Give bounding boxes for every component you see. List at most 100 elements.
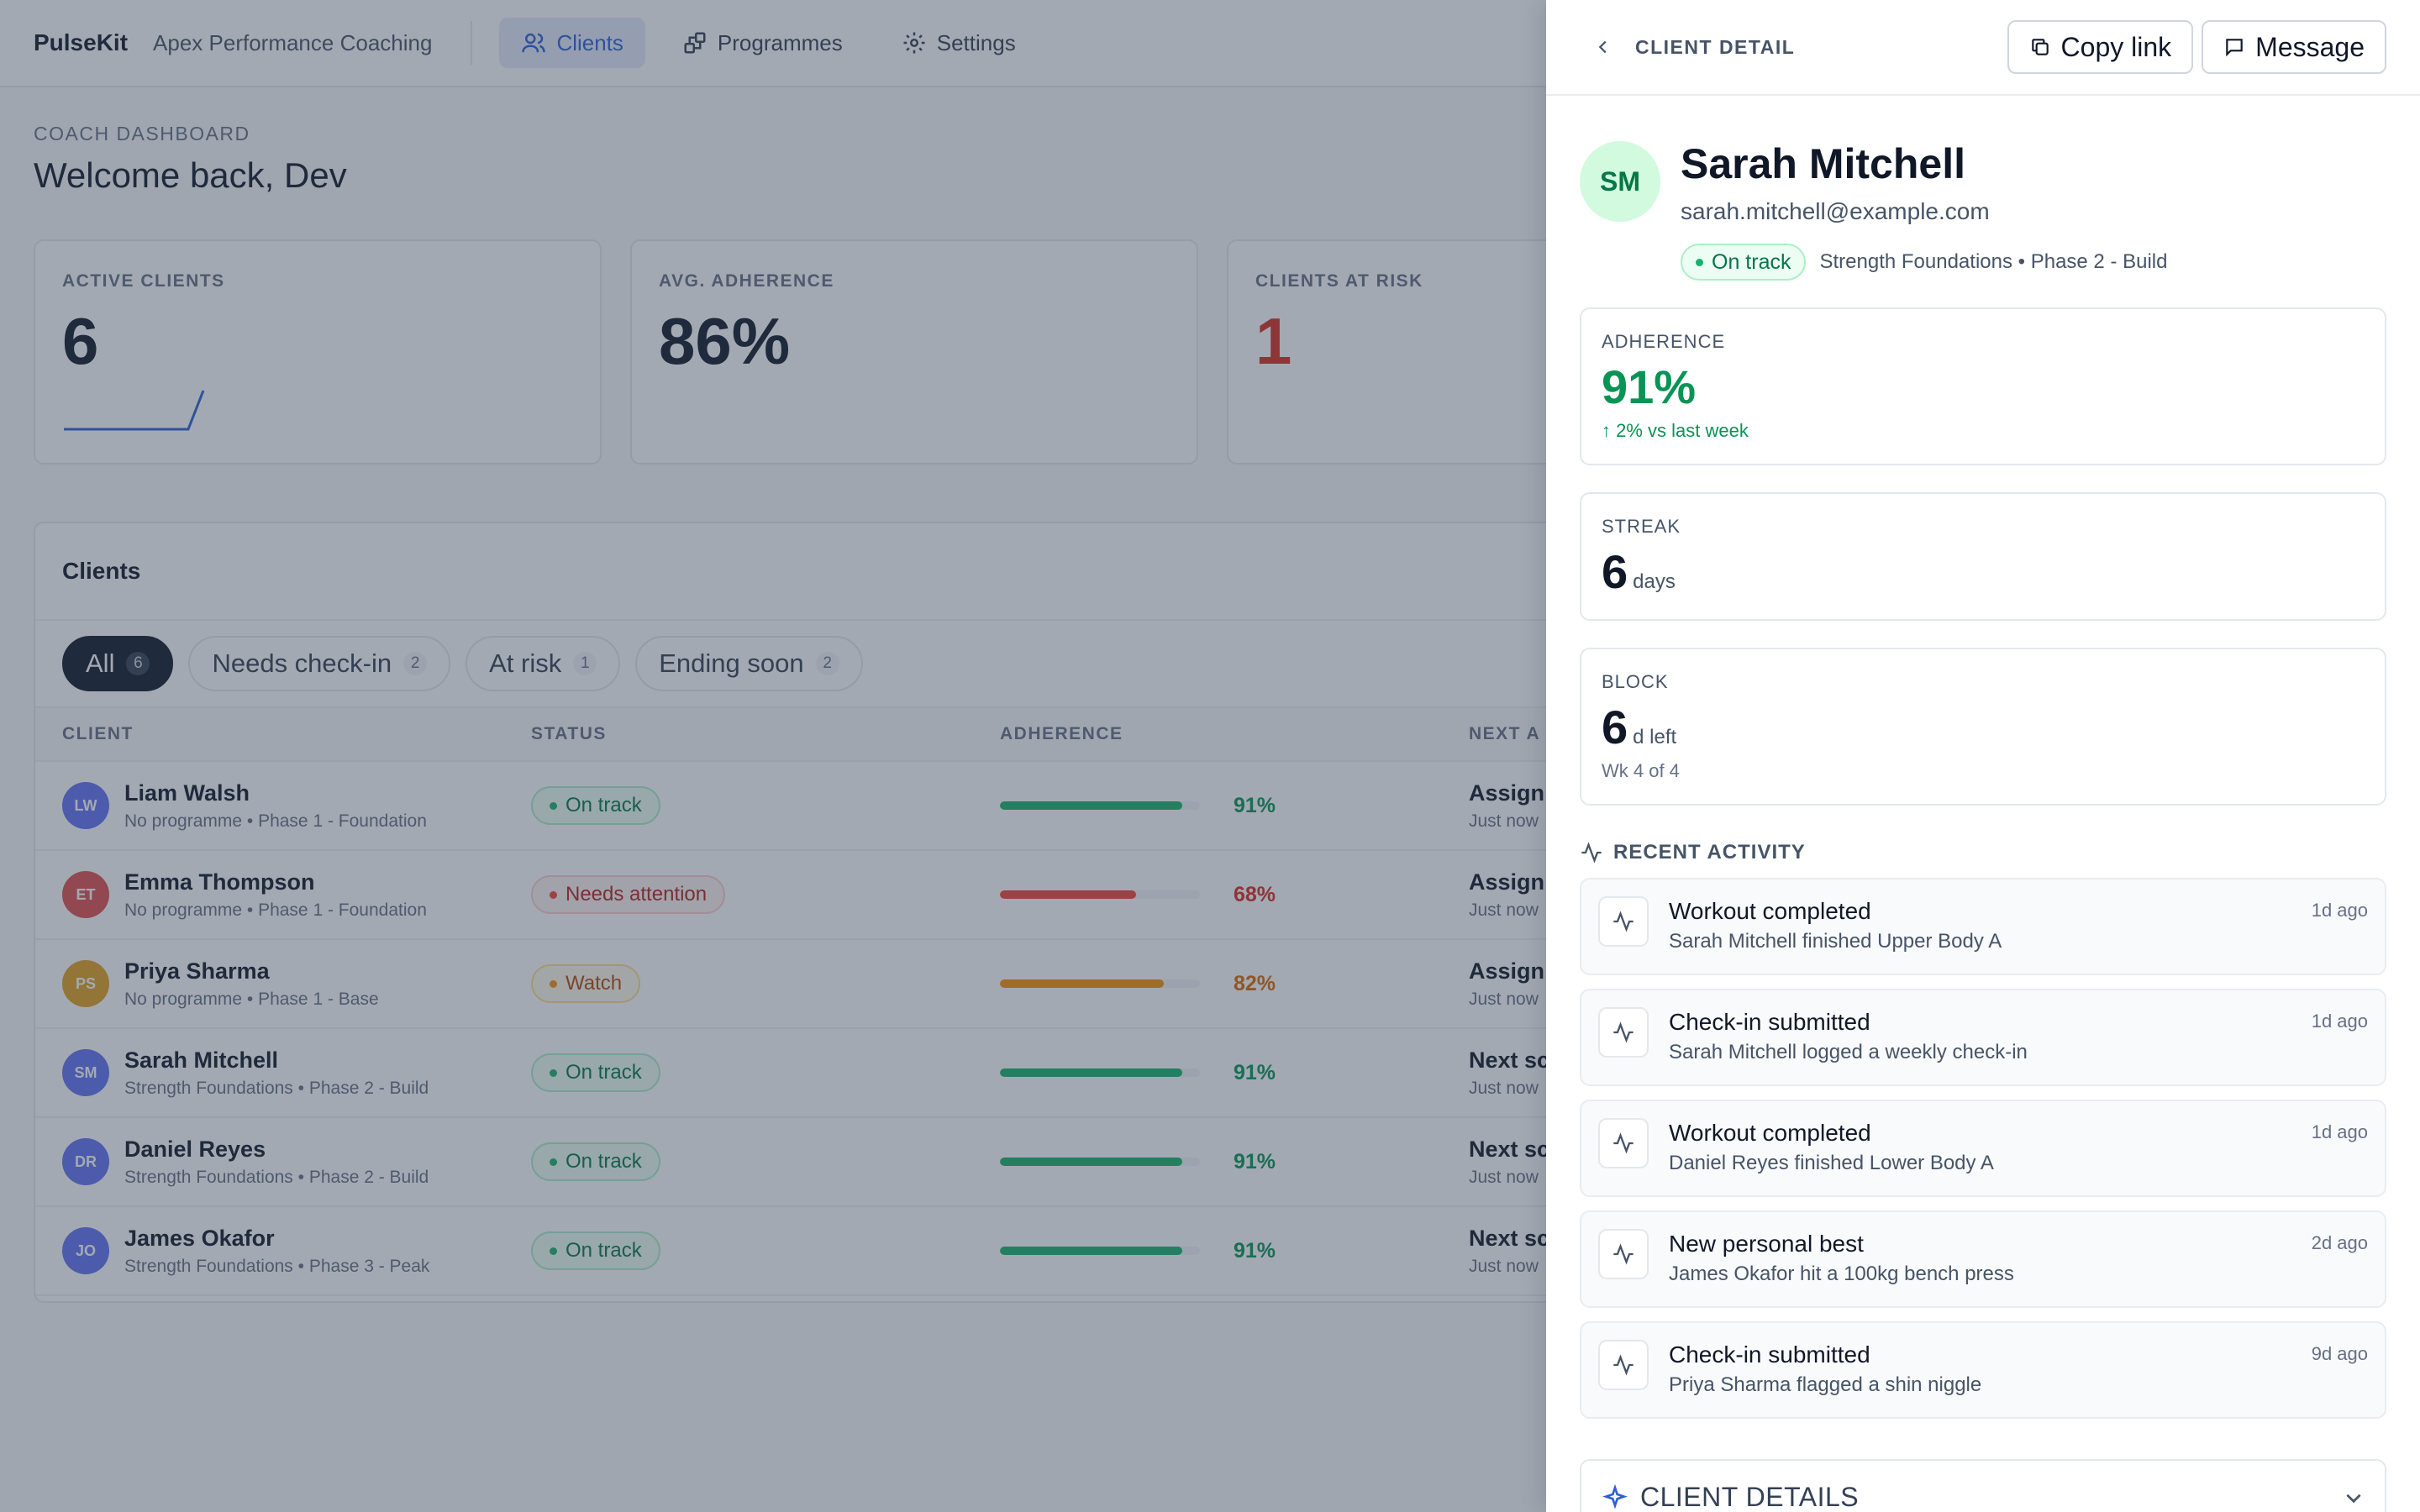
streak-card: STREAK 6 days — [1580, 491, 2386, 622]
filter-label: Ending soon — [659, 648, 804, 678]
copy-link-button[interactable]: Copy link — [2007, 20, 2194, 74]
activity-title: Check-in submitted — [1669, 1341, 1870, 1368]
status-dot — [1696, 258, 1703, 266]
table-row[interactable]: DR Daniel Reyes Strength Foundations • P… — [35, 1118, 1628, 1207]
activity-description: Sarah Mitchell logged a weekly check-in — [1669, 1040, 2028, 1063]
activity-title: New personal best — [1669, 1230, 1864, 1257]
column-header[interactable]: NEXT A — [1469, 724, 1541, 743]
status-label: On track — [1712, 249, 1791, 274]
client-name[interactable]: Sarah Mitchell — [124, 1047, 279, 1073]
nav-clients[interactable]: Clients — [499, 18, 645, 68]
table-row[interactable]: SM Sarah Mitchell Strength Foundations •… — [35, 1029, 1628, 1118]
main-nav: Clients Programmes Settings — [499, 18, 1037, 68]
activity-time: 1d ago — [2311, 1121, 2368, 1142]
nav-settings[interactable]: Settings — [880, 18, 1038, 68]
stat-active-clients: ACTIVE CLIENTS 6 — [34, 239, 602, 465]
activity-icon-box — [1598, 1006, 1649, 1058]
activity-icon — [1581, 842, 1602, 864]
next-action[interactable]: Next sc — [1469, 1136, 1550, 1162]
table-row[interactable]: ET Emma Thompson No programme • Phase 1 … — [35, 851, 1628, 940]
adherence-cell: 68% — [1000, 883, 1469, 907]
status-cell: Watch — [531, 964, 1000, 1003]
status-dot — [550, 1158, 557, 1166]
filter-needs-check-in[interactable]: Needs check-in 2 — [188, 636, 451, 691]
table-body: LW Liam Walsh No programme • Phase 1 - F… — [35, 762, 1628, 1296]
adherence-value: 91% — [1234, 1060, 1276, 1084]
table-row[interactable]: LW Liam Walsh No programme • Phase 1 - F… — [35, 762, 1628, 851]
message-button[interactable]: Message — [2202, 20, 2386, 74]
activity-item[interactable]: Check-in submitted Sarah Mitchell logged… — [1580, 988, 2386, 1086]
stat-value: 86% — [659, 304, 791, 378]
activity-item[interactable]: Workout completed Daniel Reyes finished … — [1580, 1099, 2386, 1197]
client-email[interactable]: sarah.mitchell@example.com — [1681, 198, 1990, 224]
adherence-cell: 91% — [1000, 1239, 1469, 1263]
status-badge: On track — [1681, 244, 1807, 281]
client-name[interactable]: Liam Walsh — [124, 780, 250, 806]
client-name: Sarah Mitchell — [1681, 140, 1965, 187]
section-title: RECENT ACTIVITY — [1613, 840, 1806, 864]
activity-item[interactable]: Workout completed Sarah Mitchell finishe… — [1580, 877, 2386, 975]
client-name[interactable]: James Okafor — [124, 1225, 275, 1251]
column-header[interactable]: ADHERENCE — [1000, 724, 1123, 743]
adherence-cell: 91% — [1000, 1150, 1469, 1174]
clients-title: Clients — [35, 523, 1628, 621]
activity-time: 2d ago — [2311, 1231, 2368, 1253]
main-content: COACH DASHBOARD Welcome back, Dev ACTIVE… — [0, 87, 2420, 1303]
stat-value: 1 — [1255, 304, 1292, 378]
activity-icon — [1613, 1354, 1634, 1376]
client-name[interactable]: Priya Sharma — [124, 958, 270, 984]
activity-item[interactable]: New personal best James Okafor hit a 100… — [1580, 1210, 2386, 1308]
activity-icon-box — [1598, 1339, 1649, 1390]
next-action[interactable]: Next sc — [1469, 1225, 1550, 1251]
filter-all[interactable]: All 6 — [62, 636, 174, 691]
table-row[interactable]: JO James Okafor Strength Foundations • P… — [35, 1207, 1628, 1296]
next-action[interactable]: Next sc — [1469, 1047, 1550, 1073]
activity-time: 1d ago — [2311, 1010, 2368, 1032]
message-icon — [2226, 39, 2243, 57]
nav-label: Settings — [936, 29, 1016, 55]
status-dot — [550, 979, 557, 988]
filter-label: Needs check-in — [212, 648, 392, 678]
gear-icon — [903, 32, 925, 54]
adherence-card: ADHERENCE 91% ↑ 2% vs last week — [1580, 307, 2386, 465]
status-badge: On track — [531, 1142, 660, 1181]
status-label: On track — [566, 1150, 642, 1173]
client-name[interactable]: Emma Thompson — [124, 869, 315, 895]
adherence-cell: 91% — [1000, 1061, 1469, 1085]
adherence-value: 91% — [1234, 1238, 1276, 1263]
button-label: Copy link — [2060, 31, 2172, 62]
filter-count: 2 — [403, 652, 428, 675]
activity-title: Check-in submitted — [1669, 1008, 1870, 1035]
client-meta: On track Strength Foundations • Phase 2 … — [1681, 244, 2167, 281]
metric-label: BLOCK — [1602, 671, 1669, 693]
adherence-cell: 91% — [1000, 794, 1469, 818]
activity-description: Priya Sharma flagged a shin niggle — [1669, 1373, 1982, 1396]
activity-icon — [1613, 1021, 1634, 1043]
status-badge: On track — [531, 1231, 660, 1270]
client-cell: LW Liam Walsh No programme • Phase 1 - F… — [62, 780, 531, 832]
nav-programmes[interactable]: Programmes — [660, 18, 865, 68]
column-header[interactable]: CLIENT — [62, 724, 134, 743]
client-name[interactable]: Daniel Reyes — [124, 1136, 266, 1162]
filter-label: At risk — [489, 648, 562, 678]
client-details-accordion[interactable]: CLIENT DETAILS — [1580, 1458, 2386, 1512]
drawer-title: CLIENT DETAIL — [1635, 35, 1796, 58]
client-programme: Strength Foundations • Phase 2 - Build — [124, 1167, 429, 1187]
metric-value: 6 — [1602, 544, 1628, 598]
client-programme: Strength Foundations • Phase 2 - Build — [124, 1078, 429, 1098]
column-header[interactable]: STATUS — [531, 724, 607, 743]
brand-logo[interactable]: PulseKit — [34, 29, 129, 55]
activity-item[interactable]: Check-in submitted Priya Sharma flagged … — [1580, 1320, 2386, 1419]
back-button[interactable] — [1588, 32, 1618, 62]
next-action-cell: Next sc Just now — [1469, 1137, 1602, 1188]
next-action-time: Just now — [1469, 811, 1539, 831]
table-row[interactable]: PS Priya Sharma No programme • Phase 1 -… — [35, 940, 1628, 1029]
activity-title: Workout completed — [1669, 897, 1871, 924]
activity-icon — [1613, 1243, 1634, 1265]
filter-ending-soon[interactable]: Ending soon 2 — [635, 636, 863, 691]
activity-description: Sarah Mitchell finished Upper Body A — [1669, 929, 2002, 953]
metric-label: STREAK — [1602, 515, 1681, 537]
filter-at-risk[interactable]: At risk 1 — [466, 636, 621, 691]
